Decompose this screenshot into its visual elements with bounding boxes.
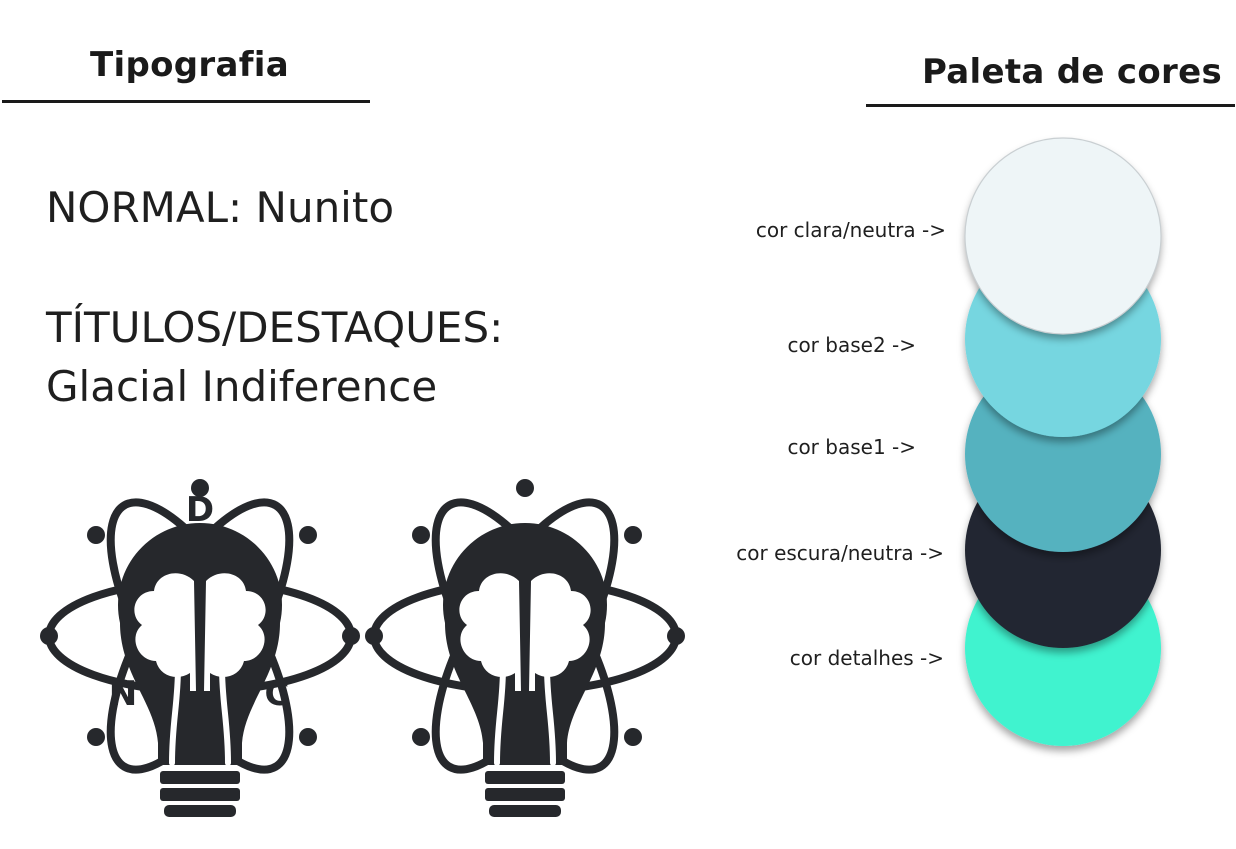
electron-dot: [299, 526, 317, 544]
electron-dot: [87, 728, 105, 746]
brain-icon: [134, 573, 266, 691]
normal-font-label: NORMAL: Nunito: [46, 183, 395, 232]
swatch-circle-1: [965, 138, 1161, 334]
electron-dot: [191, 479, 209, 497]
swatch-label-5: cor detalhes ->: [789, 646, 944, 670]
electron-dot: [624, 728, 642, 746]
titles-font-label: TÍTULOS/DESTAQUES:: [46, 303, 504, 352]
bulb-filament: [494, 664, 556, 766]
logo-letter-3: C: [265, 674, 290, 714]
electron-dot: [667, 627, 685, 645]
brain-icon: [459, 573, 591, 691]
swatch-label-2: cor base2 ->: [787, 333, 916, 357]
swatch-label-4: cor escura/neutra ->: [736, 541, 944, 565]
bulb-base: [160, 771, 240, 817]
logo-letter-2: N: [109, 674, 137, 714]
electron-dot: [516, 479, 534, 497]
electron-dot: [412, 526, 430, 544]
swatch-label-3: cor base1 ->: [787, 435, 916, 459]
electron-dot: [40, 627, 58, 645]
swatch-label-1: cor clara/neutra ->: [755, 218, 946, 242]
electron-dot: [412, 728, 430, 746]
logo-plain-icon: [365, 479, 685, 817]
logo-with-letters-icon: D N C: [40, 479, 360, 817]
electron-dot: [87, 526, 105, 544]
titles-font-name: Glacial Indiference: [46, 362, 438, 411]
typography-heading: Tipografia: [90, 45, 289, 85]
swatch-outline: [964, 137, 1162, 335]
electron-dot: [624, 526, 642, 544]
electron-dot: [365, 627, 383, 645]
typography-heading-rule: [2, 100, 370, 103]
electron-dot: [299, 728, 317, 746]
bulb-filament: [169, 664, 231, 766]
bulb-base: [485, 771, 565, 817]
electron-dot: [342, 627, 360, 645]
palette-heading-rule: [866, 104, 1235, 107]
logo-letter-1: D: [186, 490, 214, 530]
palette-heading: Paleta de cores: [922, 52, 1223, 92]
